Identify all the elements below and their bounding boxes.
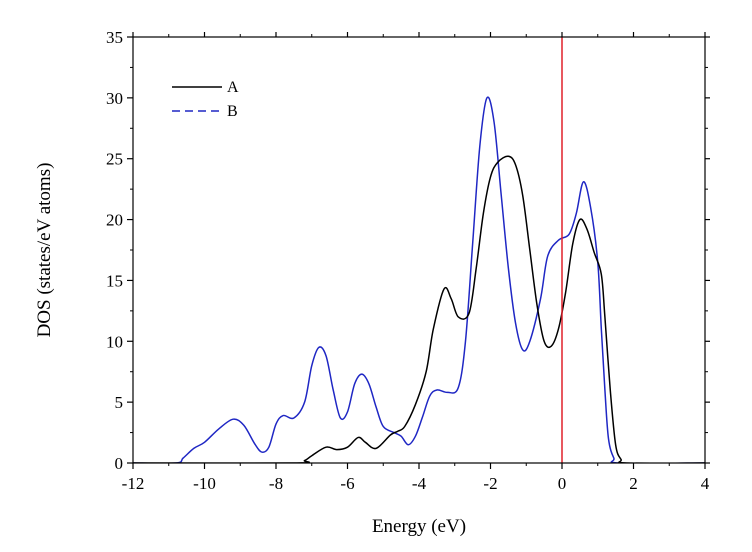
series-layer — [133, 96, 705, 463]
y-tick-label: 15 — [106, 271, 123, 290]
x-axis: -12 -10 -8 -6 -4 -2 0 2 4 — [122, 32, 710, 493]
plot-frame — [132, 36, 706, 464]
x-tick-label: -6 — [340, 474, 354, 493]
x-tick-label: 4 — [701, 474, 710, 493]
series-line-a — [133, 155, 705, 463]
y-tick-label: 35 — [106, 28, 123, 47]
y-axis: 0 5 10 15 20 25 30 35 — [106, 28, 710, 473]
y-axis-title: DOS (states/eV atoms) — [34, 163, 55, 338]
x-tick-label: 0 — [558, 474, 567, 493]
legend-label-b: B — [227, 103, 238, 120]
x-tick-label: -2 — [483, 474, 497, 493]
y-tick-label: 5 — [115, 393, 124, 412]
x-tick-label: 2 — [629, 474, 638, 493]
x-tick-label: -12 — [122, 474, 145, 493]
series-line-b — [133, 96, 705, 463]
y-tick-label: 20 — [106, 211, 123, 230]
x-tick-label: -4 — [412, 474, 427, 493]
x-tick-label: -8 — [269, 474, 283, 493]
y-tick-label: 0 — [115, 454, 124, 473]
legend-label-a: A — [227, 79, 239, 96]
legend: AB — [172, 79, 239, 120]
y-tick-label: 30 — [106, 89, 123, 108]
y-tick-label: 25 — [106, 150, 123, 169]
x-tick-label: -10 — [193, 474, 216, 493]
y-tick-label: 10 — [106, 332, 123, 351]
x-axis-title: Energy (eV) — [372, 516, 466, 537]
